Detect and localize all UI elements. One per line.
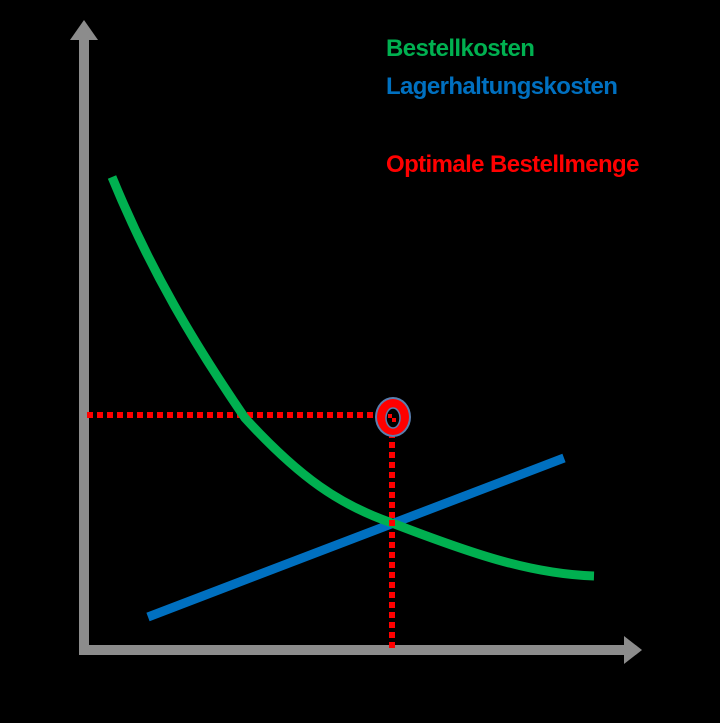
order-cost-curve (107, 175, 595, 581)
legend-item-optimal-order-quantity: Optimale Bestellmenge (386, 151, 639, 178)
optimum-marker-icon (375, 397, 411, 437)
y-axis (70, 20, 98, 652)
legend-item-order-cost: Bestellkosten (386, 35, 535, 62)
chart-legend: Bestellkosten Lagerhaltungskosten Optima… (386, 30, 639, 184)
legend-item-holding-cost: Lagerhaltungskosten (386, 73, 618, 100)
y-axis-arrow-icon (70, 20, 98, 40)
intersection-point (389, 520, 395, 526)
x-axis-arrow-icon (624, 636, 642, 664)
x-axis (79, 636, 642, 664)
holding-cost-line (146, 453, 566, 622)
legend-spacer (386, 106, 639, 146)
